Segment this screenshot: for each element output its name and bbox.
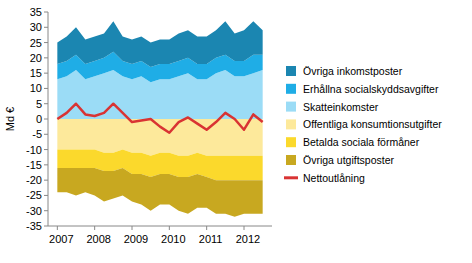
plot-area [57,21,262,217]
y-tick [44,164,48,165]
x-tick [57,226,58,230]
chart: -35 -30 -25 -20 -15 -10 -5 0 5 10 15 20 25 30 35 2007 20… [0,0,472,263]
legend-label: Betalda sociala förmåner [303,136,420,148]
y-tick-label: -25 [26,189,42,201]
legend-label: Offentliga konsumtionsutgifter [303,118,442,130]
y-tick-label: 10 [30,82,42,94]
y-tick [44,42,48,43]
y-tick [44,210,48,211]
x-tick [94,226,95,230]
y-tick [44,57,48,58]
x-tick-label: 2012 [236,233,260,245]
y-tick-label: 20 [30,52,42,64]
y-tick-label: -10 [26,144,42,156]
x-tick [206,226,207,230]
legend-swatch [286,119,296,129]
y-tick-label: -5 [32,128,42,140]
area [57,21,262,67]
y-tick [44,88,48,89]
y-tick [44,119,48,120]
legend-label: Övriga inkomstposter [303,65,403,77]
y-tick [44,12,48,13]
y-tick-label: 35 [30,6,42,18]
line [57,104,262,133]
y-tick [44,180,48,181]
x-tick-label: 2007 [49,233,73,245]
x-axis [48,226,272,227]
y-tick-label: -15 [26,159,42,171]
legend-swatch [286,66,296,76]
y-tick [44,149,48,150]
y-tick-label: 5 [36,98,42,110]
area [57,168,262,217]
x-tick [244,226,245,230]
legend-label: Övriga utgiftsposter [303,154,395,166]
legend-label: Skatteinkomster [303,101,379,113]
y-tick-label: 15 [30,67,42,79]
y-tick-label: -35 [26,220,42,232]
x-tick-label: 2009 [124,233,148,245]
y-tick [44,103,48,104]
y-tick-label: -30 [26,205,42,217]
x-tick-label: 2010 [161,233,185,245]
x-tick-label: 2011 [199,233,223,245]
y-tick-label: 30 [30,21,42,33]
y-tick-label: -20 [26,174,42,186]
legend-swatch [284,176,298,179]
y-tick [44,73,48,74]
y-tick [44,195,48,196]
legend-swatch [286,137,296,147]
legend-label: Nettoutlåning [303,172,365,184]
legend-swatch [286,102,296,112]
y-tick [44,134,48,135]
y-tick-label: 25 [30,37,42,49]
legend-swatch [286,155,296,165]
y-tick [44,27,48,28]
y-axis-label: Md € [4,107,16,131]
x-tick-label: 2008 [86,233,110,245]
legend-label: Erhållna socialskyddsavgifter [303,83,439,95]
legend-swatch [286,84,296,94]
y-tick [44,226,48,227]
x-tick [132,226,133,230]
x-tick [169,226,170,230]
y-tick-label: 0 [36,113,42,125]
